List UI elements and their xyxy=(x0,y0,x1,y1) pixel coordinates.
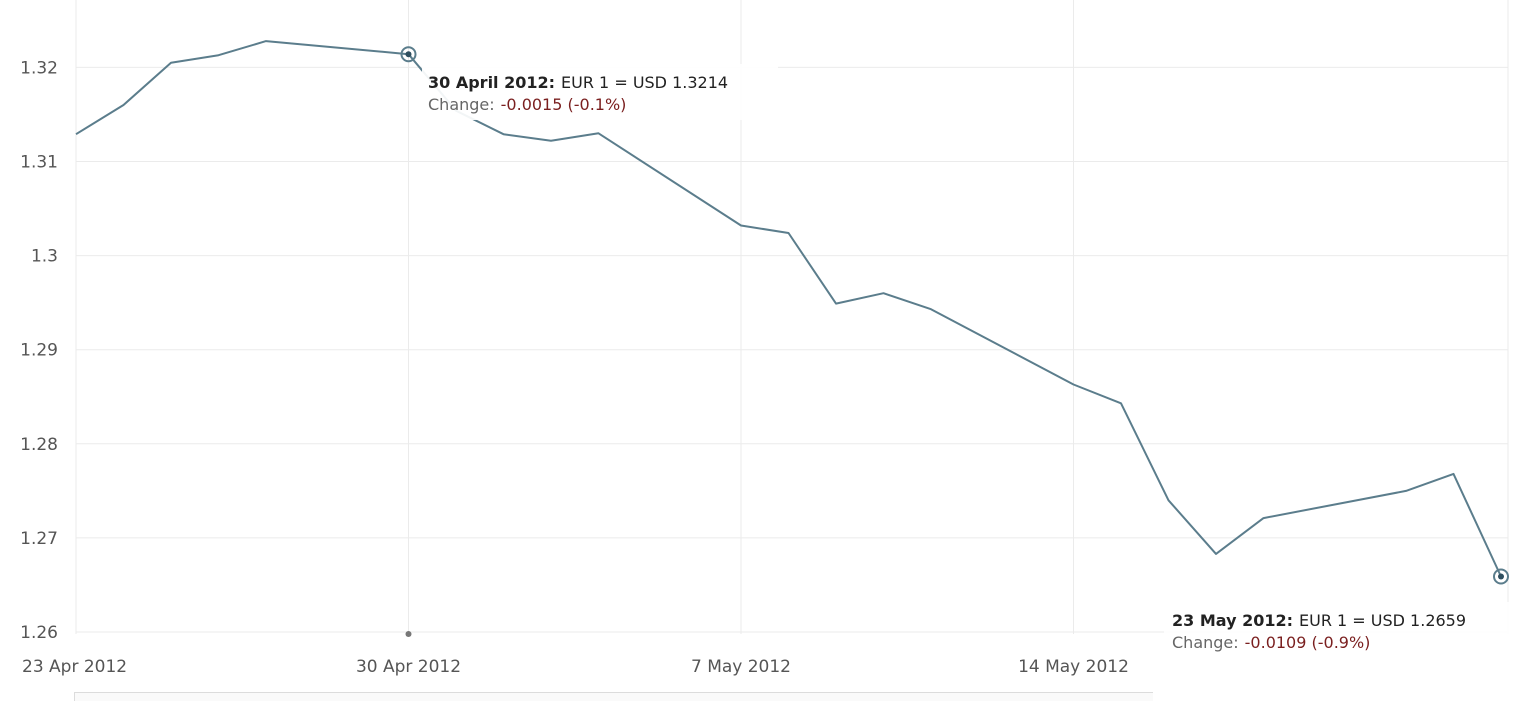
data-point-dot xyxy=(1498,573,1504,580)
y-tick-label: 1.3 xyxy=(31,247,58,267)
data-point-marker[interactable] xyxy=(400,46,417,63)
tooltip-change: Change: -0.0015 (-0.1%) xyxy=(428,95,626,114)
tooltip-background xyxy=(1164,602,1510,658)
series-eur-usd xyxy=(75,40,1502,577)
x-tick-label: 30 Apr 2012 xyxy=(356,657,461,677)
tooltip: 23 May 2012: EUR 1 = USD 1.2659 Change: -0.… xyxy=(1164,602,1510,658)
y-tick-label: 1.32 xyxy=(20,58,58,78)
tooltip-change-label: Change: xyxy=(1172,633,1239,652)
tooltip-date: 23 May 2012: xyxy=(1172,611,1293,630)
tooltip-title: 30 April 2012: EUR 1 = USD 1.3214 xyxy=(428,73,728,92)
y-tick-label: 1.26 xyxy=(20,623,58,643)
tooltip-change: Change: -0.0109 (-0.9%) xyxy=(1172,633,1370,652)
data-points[interactable] xyxy=(400,46,1509,637)
x-axis: 23 Apr 2012 30 Apr 2012 7 May 2012 14 May 2… xyxy=(22,657,1129,677)
data-point-marker[interactable] xyxy=(1493,568,1509,585)
tooltip-background xyxy=(422,64,778,120)
y-axis: 1.32 1.31 1.3 1.29 1.28 1.27 1.26 xyxy=(20,58,58,643)
tooltip-change-value: -0.0015 (-0.1%) xyxy=(501,95,627,114)
tooltip-title: 23 May 2012: EUR 1 = USD 1.2659 xyxy=(1172,611,1466,630)
y-tick-label: 1.29 xyxy=(20,341,58,361)
grid-lines xyxy=(75,0,1509,634)
y-tick-label: 1.27 xyxy=(20,529,58,549)
tooltip-change-label: Change: xyxy=(428,95,495,114)
data-point-dot xyxy=(405,51,412,58)
x-crosshair-dot xyxy=(405,631,412,637)
x-tick-label: 7 May 2012 xyxy=(691,657,791,677)
series-line xyxy=(75,40,1502,577)
tooltip-rate: EUR 1 = USD 1.3214 xyxy=(561,73,728,92)
tooltip: 30 April 2012: EUR 1 = USD 1.3214 Change: -… xyxy=(422,64,778,120)
x-tick-label: 14 May 2012 xyxy=(1018,657,1129,677)
tooltip-date: 30 April 2012: xyxy=(428,73,555,92)
x-tick-label: 23 Apr 2012 xyxy=(22,657,127,677)
y-tick-label: 1.31 xyxy=(20,153,58,173)
tooltip-change-value: -0.0109 (-0.9%) xyxy=(1245,633,1371,652)
y-tick-label: 1.28 xyxy=(20,435,58,455)
range-navigator-strip[interactable] xyxy=(74,692,1153,701)
tooltip-rate: EUR 1 = USD 1.2659 xyxy=(1299,611,1466,630)
